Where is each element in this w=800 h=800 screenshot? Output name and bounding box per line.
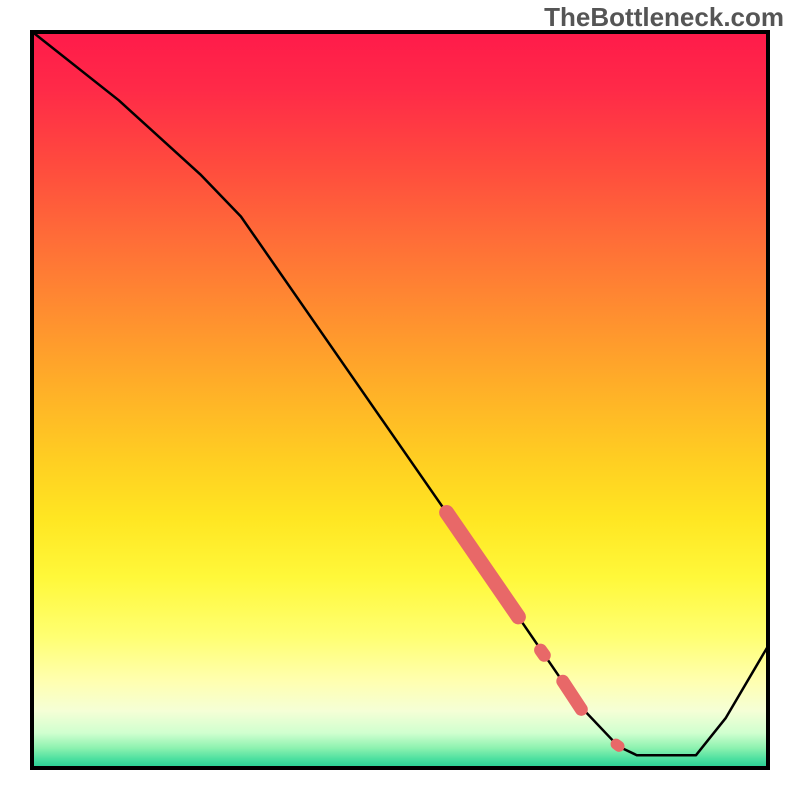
watermark-text: TheBottleneck.com bbox=[544, 2, 784, 33]
data-marker-segment bbox=[447, 512, 519, 616]
plot-area bbox=[30, 30, 770, 770]
chart-overlay-svg bbox=[30, 30, 770, 770]
bottleneck-curve bbox=[30, 30, 770, 755]
bottleneck-chart: TheBottleneck.com bbox=[0, 0, 800, 800]
data-marker-segment bbox=[616, 744, 619, 746]
data-marker-segment bbox=[541, 650, 545, 655]
data-marker-segment bbox=[563, 681, 582, 709]
